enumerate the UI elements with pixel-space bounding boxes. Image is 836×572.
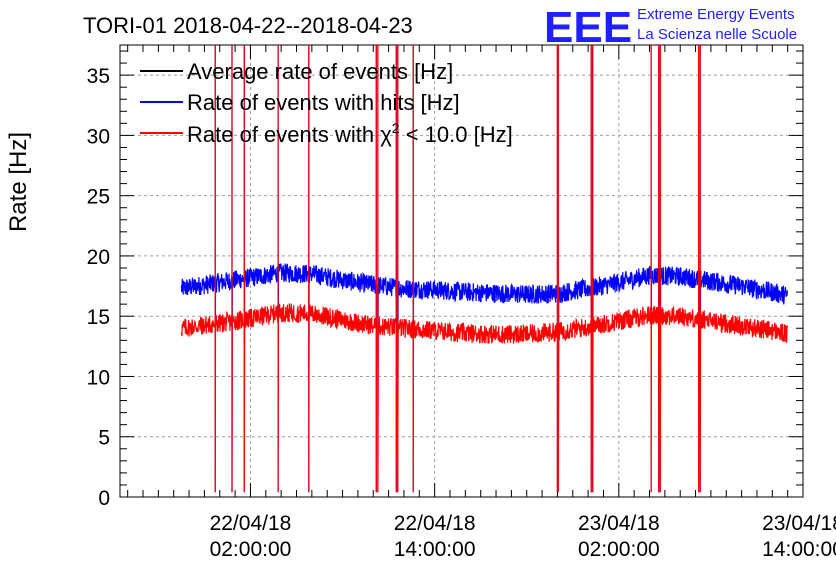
legend-chi2-prefix: Rate of events with [187,122,380,147]
logo-line-2: La Scienza nelle Scuole [637,26,797,43]
y-tick-label: 5 [98,427,110,450]
y-tick-label: 15 [87,306,110,329]
plot-frame [119,44,804,498]
x-tick-date-label: 22/04/18 [394,512,476,535]
logo-mark: EEE [544,3,632,52]
series-lines [180,45,788,493]
y-tick-label: 25 [87,186,110,209]
y-tick-label: 20 [87,246,110,269]
x-tick-date-label: 23/04/18 [578,512,660,535]
series-line-chi2 [180,45,788,493]
legend-chi2-sup: 2 [392,120,400,136]
legend-chi2-symbol: χ [380,122,392,147]
legend: Average rate of events [Hz] Rate of even… [140,59,513,147]
y-tick-label: 10 [87,366,110,389]
x-tick-date-label: 23/04/18 [762,512,836,535]
x-axis-ticks: 22/04/18 02:00:00 22/04/18 14:00:00 23/04/18… [127,45,836,561]
legend-label-hits: Rate of events with hits [Hz] [187,90,460,115]
x-tick-date-label: 22/04/18 [210,512,292,535]
y-axis-label: Rate [Hz] [5,132,32,232]
series-line-hits [180,45,788,493]
axes [119,44,804,498]
legend-chi2-suffix: < 10.0 [Hz] [400,122,513,147]
legend-label-chi2: Rate of events with χ2 < 10.0 [Hz] [187,120,513,147]
chart-title: TORI-01 2018-04-22--2018-04-23 [83,13,413,38]
y-tick-label: 35 [87,65,110,88]
y-axis-ticks: 0 5 10 15 20 25 30 35 [87,50,803,510]
logo-line-1: Extreme Energy Events [637,6,795,23]
x-tick-time-label: 14:00:00 [394,538,476,561]
y-tick-label: 0 [98,487,110,510]
x-tick-time-label: 02:00:00 [578,538,660,561]
x-tick-time-label: 02:00:00 [210,538,292,561]
y-tick-label: 30 [87,125,110,148]
eee-logo: EEE Extreme Energy Events La Scienza nel… [544,3,797,52]
legend-label-average: Average rate of events [Hz] [187,59,453,84]
x-tick-time-label: 14:00:00 [762,538,836,561]
